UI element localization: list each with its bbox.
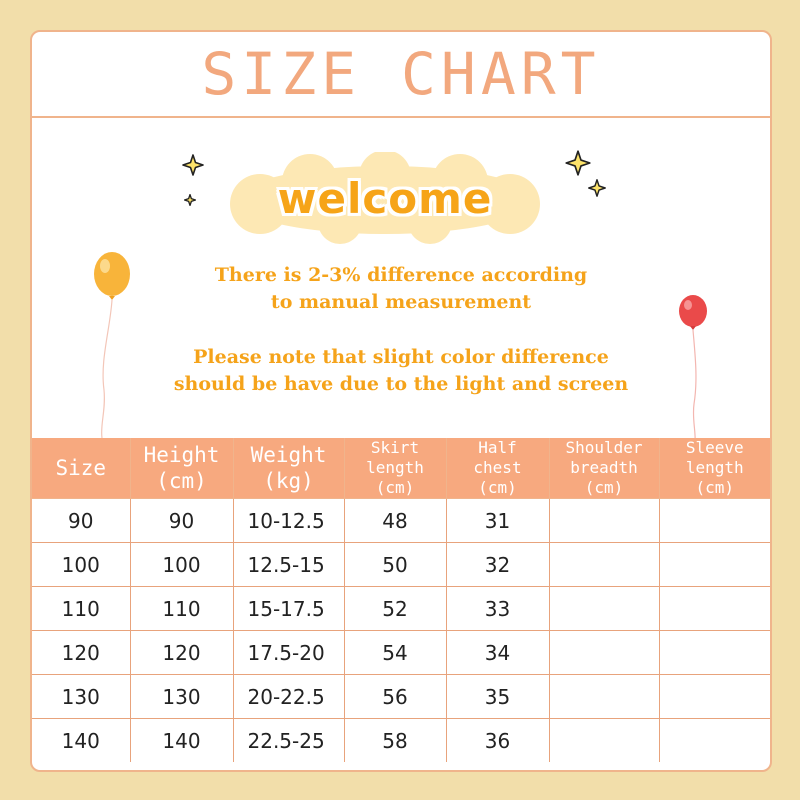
cell-shoulder-breadth xyxy=(548,674,660,719)
column-header-height: Height (cm) xyxy=(129,438,234,499)
welcome-cloud: welcome xyxy=(220,152,550,244)
column-header-skirt-length: Skirt length (cm) xyxy=(343,438,447,499)
table-row: 120 120 17.5-20 54 34 xyxy=(32,630,770,675)
cell-skirt-length: 52 xyxy=(343,586,447,631)
cloud-shape xyxy=(230,152,540,244)
column-header-shoulder-breadth: Shoulder breadth (cm) xyxy=(548,438,660,499)
cell-shoulder-breadth xyxy=(548,542,660,587)
title-band: SIZE CHART xyxy=(32,32,770,118)
cell-skirt-length: 58 xyxy=(343,718,447,762)
cell-weight: 17.5-20 xyxy=(232,630,345,675)
cell-size: 130 xyxy=(32,674,131,719)
cell-skirt-length: 56 xyxy=(343,674,447,719)
cell-weight: 10-12.5 xyxy=(232,498,345,543)
column-header-weight: Weight (kg) xyxy=(232,438,345,499)
cell-half-chest: 34 xyxy=(445,630,550,675)
cell-sleeve-length xyxy=(658,542,770,587)
cell-size: 90 xyxy=(32,498,131,543)
red-balloon-icon xyxy=(679,295,707,443)
table-row: 90 90 10-12.5 48 31 xyxy=(32,498,770,543)
cell-half-chest: 35 xyxy=(445,674,550,719)
cell-height: 90 xyxy=(129,498,234,543)
note-measurement: There is 2-3% difference according to ma… xyxy=(32,262,770,316)
cell-size: 100 xyxy=(32,542,131,587)
cell-height: 140 xyxy=(129,718,234,762)
yellow-balloon-icon xyxy=(94,252,130,439)
cell-half-chest: 33 xyxy=(445,586,550,631)
table-row: 100 100 12.5-15 50 32 xyxy=(32,542,770,587)
cell-sleeve-length xyxy=(658,630,770,675)
column-header-size: Size xyxy=(32,438,131,499)
note-line: should be have due to the light and scre… xyxy=(173,373,629,395)
table-header-row: Size Height (cm) Weight (kg) Skirt length (c… xyxy=(32,438,770,499)
cell-height: 100 xyxy=(129,542,234,587)
cell-weight: 15-17.5 xyxy=(232,586,345,631)
page-title: SIZE CHART xyxy=(201,40,601,108)
cell-weight: 12.5-15 xyxy=(232,542,345,587)
welcome-heading: welcome xyxy=(277,173,493,223)
size-chart-card: SIZE CHART welcome There is xyxy=(30,30,772,772)
cell-size: 140 xyxy=(32,718,131,762)
table-row: 130 130 20-22.5 56 35 xyxy=(32,674,770,719)
sparkle-star-icon xyxy=(182,154,204,176)
cell-shoulder-breadth xyxy=(548,498,660,543)
note-line: Please note that slight color difference xyxy=(193,346,609,368)
cell-size: 110 xyxy=(32,586,131,631)
note-line: There is 2-3% difference according xyxy=(214,264,588,286)
cell-half-chest: 36 xyxy=(445,718,550,762)
cell-height: 120 xyxy=(129,630,234,675)
table-row: 140 140 22.5-25 58 36 xyxy=(32,718,770,762)
cell-shoulder-breadth xyxy=(548,586,660,631)
cell-height: 130 xyxy=(129,674,234,719)
cell-half-chest: 31 xyxy=(445,498,550,543)
cell-half-chest: 32 xyxy=(445,542,550,587)
cell-skirt-length: 50 xyxy=(343,542,447,587)
column-header-half-chest: Half chest (cm) xyxy=(445,438,550,499)
cell-sleeve-length xyxy=(658,498,770,543)
table-row: 110 110 15-17.5 52 33 xyxy=(32,586,770,631)
cell-sleeve-length xyxy=(658,718,770,762)
note-color: Please note that slight color difference… xyxy=(32,344,770,398)
column-header-sleeve-length: Sleeve length (cm) xyxy=(658,438,770,499)
cell-height: 110 xyxy=(129,586,234,631)
sparkle-star-icon xyxy=(588,179,606,197)
cell-weight: 20-22.5 xyxy=(232,674,345,719)
sparkle-star-icon xyxy=(184,194,196,206)
note-line: to manual measurement xyxy=(270,291,532,313)
cell-shoulder-breadth xyxy=(548,718,660,762)
cell-sleeve-length xyxy=(658,586,770,631)
size-table: Size Height (cm) Weight (kg) Skirt length (c… xyxy=(32,438,770,762)
cell-skirt-length: 54 xyxy=(343,630,447,675)
cell-sleeve-length xyxy=(658,674,770,719)
cell-weight: 22.5-25 xyxy=(232,718,345,762)
cell-skirt-length: 48 xyxy=(343,498,447,543)
cell-shoulder-breadth xyxy=(548,630,660,675)
cell-size: 120 xyxy=(32,630,131,675)
sparkle-star-icon xyxy=(565,150,591,176)
